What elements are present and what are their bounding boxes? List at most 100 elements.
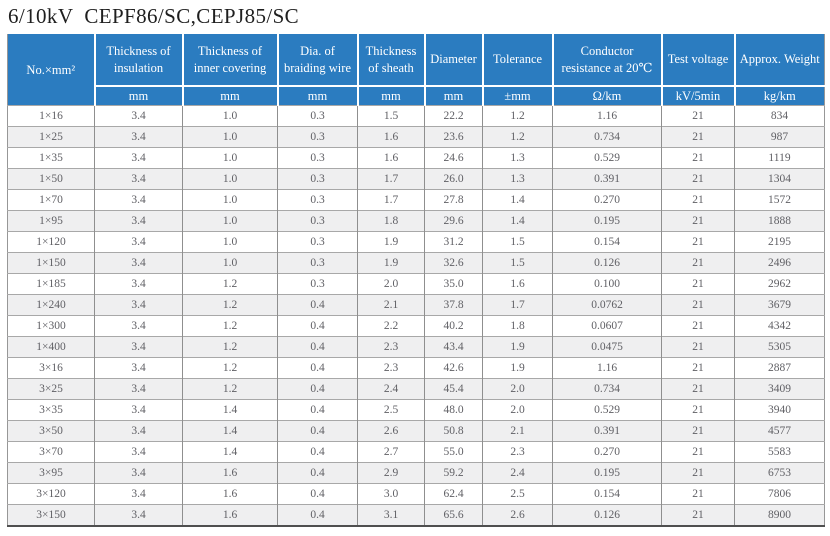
data-cell: 21 (661, 294, 735, 316)
row-label-cell: 1×50 (7, 168, 95, 190)
column-header-6: Tolerance (481, 34, 553, 87)
row-label-cell: 1×120 (7, 231, 95, 253)
table-body: 1×16 3.4 1.0 0.3 1.5 22.2 1.2 1.16 21 834 1×25 3.4 1… (7, 105, 825, 527)
row-label-cell: 3×95 (7, 462, 95, 484)
data-cell: 3.4 (94, 462, 183, 484)
data-cell: 2.3 (357, 336, 425, 358)
data-cell: 1304 (734, 168, 825, 190)
data-cell: 2.5 (357, 399, 425, 421)
column-header-1: Thickness of insulation (93, 34, 183, 87)
data-cell: 2.7 (357, 441, 425, 463)
column-header-0: No.×mm² (7, 34, 95, 106)
table-row: 1×25 3.4 1.0 0.3 1.6 23.6 1.2 0.734 21 987 (7, 126, 825, 148)
table-row: 1×240 3.4 1.2 0.4 2.1 37.8 1.7 0.0762 21 3679 (7, 294, 825, 316)
row-label-cell: 3×16 (7, 357, 95, 379)
data-cell: 1.8 (357, 210, 425, 232)
column-unit-8: kV/5min (660, 85, 735, 106)
table-row: 3×50 3.4 1.4 0.4 2.6 50.8 2.1 0.391 21 4577 (7, 420, 825, 442)
data-cell: 1.4 (182, 399, 278, 421)
data-cell: 2887 (734, 357, 825, 379)
table-row: 1×150 3.4 1.0 0.3 1.9 32.6 1.5 0.126 21 2496 (7, 252, 825, 274)
row-label-cell: 3×25 (7, 378, 95, 400)
data-cell: 31.2 (424, 231, 483, 253)
column-header-8: Test voltage (660, 34, 735, 87)
row-label-cell: 1×70 (7, 189, 95, 211)
data-cell: 45.4 (424, 378, 483, 400)
data-cell: 0.3 (277, 126, 358, 148)
data-cell: 0.0475 (552, 336, 662, 358)
column-unit-9: kg/km (733, 85, 825, 106)
data-cell: 2.1 (357, 294, 425, 316)
data-cell: 1.16 (552, 105, 662, 127)
data-cell: 0.4 (277, 336, 358, 358)
data-cell: 4577 (734, 420, 825, 442)
data-cell: 1.2 (182, 357, 278, 379)
column-unit-4: mm (356, 85, 425, 106)
data-cell: 0.3 (277, 189, 358, 211)
data-cell: 0.4 (277, 315, 358, 337)
column-header-4: Thickness of sheath (356, 34, 425, 87)
data-cell: 21 (661, 420, 735, 442)
data-cell: 1.16 (552, 357, 662, 379)
row-label-cell: 1×300 (7, 315, 95, 337)
data-cell: 29.6 (424, 210, 483, 232)
data-cell: 3.4 (94, 273, 183, 295)
data-cell: 1.5 (482, 231, 553, 253)
data-cell: 2.0 (482, 378, 553, 400)
data-cell: 1.6 (357, 147, 425, 169)
data-cell: 42.6 (424, 357, 483, 379)
row-label-cell: 1×240 (7, 294, 95, 316)
data-cell: 1.2 (182, 273, 278, 295)
column-header-9: Approx. Weight (733, 34, 825, 87)
column-unit-6: ±mm (481, 85, 553, 106)
row-label-cell: 3×35 (7, 399, 95, 421)
data-cell: 3.1 (357, 504, 425, 527)
data-cell: 2.1 (482, 420, 553, 442)
data-cell: 0.195 (552, 462, 662, 484)
data-cell: 0.3 (277, 273, 358, 295)
data-cell: 2.0 (357, 273, 425, 295)
data-cell: 40.2 (424, 315, 483, 337)
data-cell: 27.8 (424, 189, 483, 211)
data-cell: 21 (661, 483, 735, 505)
data-cell: 21 (661, 336, 735, 358)
data-cell: 1.9 (482, 357, 553, 379)
data-cell: 3.4 (94, 504, 183, 527)
data-cell: 65.6 (424, 504, 483, 527)
data-cell: 35.0 (424, 273, 483, 295)
data-cell: 0.3 (277, 105, 358, 127)
data-cell: 3.4 (94, 294, 183, 316)
data-cell: 1.4 (482, 210, 553, 232)
row-label-cell: 3×150 (7, 504, 95, 527)
data-cell: 2.4 (357, 378, 425, 400)
data-cell: 3.4 (94, 357, 183, 379)
data-cell: 3.4 (94, 420, 183, 442)
data-cell: 1.5 (482, 252, 553, 274)
table-row: 3×35 3.4 1.4 0.4 2.5 48.0 2.0 0.529 21 3940 (7, 399, 825, 421)
data-cell: 3.4 (94, 231, 183, 253)
data-cell: 32.6 (424, 252, 483, 274)
data-cell: 1.6 (182, 462, 278, 484)
data-cell: 1.0 (182, 189, 278, 211)
data-cell: 0.3 (277, 210, 358, 232)
data-cell: 1.0 (182, 252, 278, 274)
table-header: No.×mm² Thickness of insulation Thickness … (7, 34, 825, 106)
data-cell: 43.4 (424, 336, 483, 358)
data-cell: 0.3 (277, 168, 358, 190)
data-cell: 1888 (734, 210, 825, 232)
data-cell: 21 (661, 126, 735, 148)
data-cell: 1.2 (182, 294, 278, 316)
data-cell: 3.4 (94, 378, 183, 400)
row-label-cell: 1×185 (7, 273, 95, 295)
data-cell: 1.6 (482, 273, 553, 295)
data-cell: 0.4 (277, 420, 358, 442)
data-cell: 2496 (734, 252, 825, 274)
data-cell: 21 (661, 252, 735, 274)
data-cell: 3409 (734, 378, 825, 400)
data-cell: 2195 (734, 231, 825, 253)
data-cell: 21 (661, 147, 735, 169)
column-unit-1: mm (93, 85, 183, 106)
data-cell: 0.100 (552, 273, 662, 295)
data-cell: 1.6 (182, 504, 278, 527)
data-cell: 1.5 (357, 105, 425, 127)
